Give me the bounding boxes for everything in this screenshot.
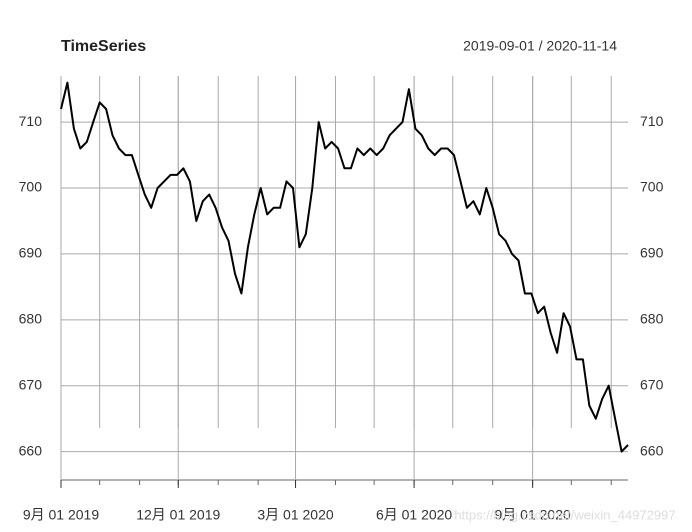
x-tick-label: 6月 01 2020	[376, 507, 452, 523]
y-tick-label-right: 660	[640, 442, 664, 458]
y-tick-label-right: 690	[640, 245, 664, 261]
series-line	[60, 81, 629, 453]
y-tick-label-right: 670	[640, 376, 664, 392]
x-tick-label: 9月 01 2019	[23, 507, 99, 523]
y-tick-label: 660	[19, 442, 43, 458]
chart-title: TimeSeries	[61, 38, 146, 55]
grid-layer: 660 660 670 670 680 680 690 690 700 700 710 710 9月 0…	[19, 76, 664, 523]
y-tick-label-right: 710	[640, 113, 664, 129]
watermark: https://blog.csdn.net/weixin_44972997	[454, 507, 675, 522]
x-tick-label: 3月 01 2020	[257, 507, 333, 523]
y-tick-label: 670	[19, 376, 43, 392]
y-tick-label-right: 700	[640, 179, 664, 195]
y-tick-label: 710	[19, 113, 43, 129]
y-tick-label: 690	[19, 245, 43, 261]
y-tick-label-right: 680	[640, 311, 664, 327]
y-tick-label: 700	[19, 179, 43, 195]
chart-subtitle: 2019-09-01 / 2020-11-14	[463, 38, 617, 54]
x-tick-label: 12月 01 2019	[136, 507, 220, 523]
y-tick-label: 680	[19, 311, 43, 327]
x-tick-label: 9月 01 2020	[494, 507, 570, 523]
